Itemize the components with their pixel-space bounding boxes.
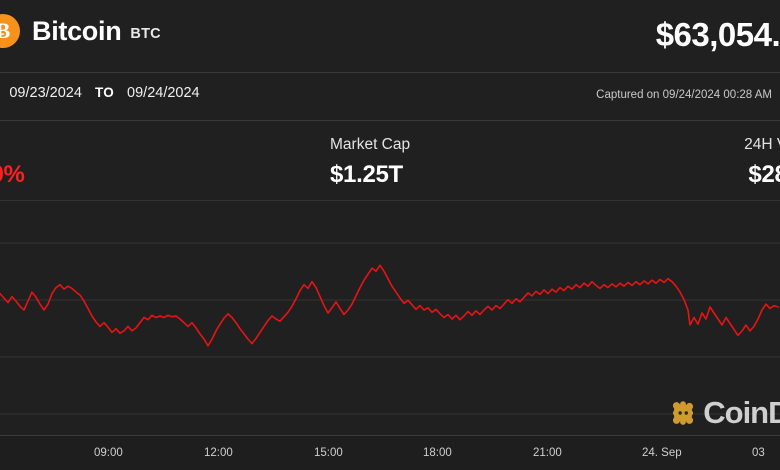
from-date: 09/23/2024 [9, 85, 82, 101]
x-axis-tick-label: 12:00 [204, 447, 233, 459]
bitcoin-logo-icon: Ƀ [0, 14, 20, 48]
stats-row: H 1.50% Market Cap $1.25T 24H Volum $28.… [0, 120, 780, 200]
stat-24h-volume: 24H Volum $28.25 [744, 136, 780, 189]
stat-label: H [0, 136, 25, 154]
stat-market-cap: Market Cap $1.25T [330, 136, 410, 189]
x-axis-tick-label: 15:00 [314, 447, 343, 459]
x-axis-tick-label: 24. Sep [642, 447, 682, 459]
current-price: $63,054.9 [655, 16, 780, 53]
coin-name: Bitcoin [32, 15, 122, 46]
x-axis-tick-label: 09:00 [94, 447, 123, 459]
bitcoin-symbol-glyph: Ƀ [0, 18, 11, 43]
date-row-divider [0, 120, 780, 121]
coindesk-logo-icon [673, 401, 694, 425]
x-axis-tick-label: 18:00 [423, 447, 452, 459]
price-line-chart-svg [0, 242, 780, 415]
coin-identity: Ƀ Bitcoin BTC [0, 14, 161, 48]
stat-value: 1.50% [0, 161, 25, 188]
stat-label: 24H Volum [744, 136, 780, 153]
coindesk-wordmark: CoinDes [703, 395, 780, 430]
to-date: 09/24/2024 [127, 85, 200, 101]
date-range-row: OM 09/23/2024 TO 09/24/2024 Captured on … [0, 72, 780, 120]
stat-value: $1.25T [330, 161, 403, 188]
stat-24h-change: H 1.50% [0, 136, 25, 189]
stat-value: $28.25 [748, 161, 780, 188]
x-axis-tick-label: 03 [752, 447, 765, 459]
coin-ticker: BTC [130, 26, 161, 42]
to-label: TO [94, 85, 115, 100]
x-axis-tick-label: 21:00 [533, 447, 562, 459]
stats-row-divider [0, 200, 780, 201]
card-header: Ƀ Bitcoin BTC $63,054.9 [0, 0, 780, 72]
date-range: OM 09/23/2024 TO 09/24/2024 [0, 85, 213, 101]
header-divider [0, 72, 780, 73]
coindesk-watermark: CoinDes [670, 395, 780, 431]
captured-timestamp: Captured on 09/24/2024 00:28 AM [596, 89, 772, 101]
stat-label: Market Cap [330, 136, 411, 153]
price-line [0, 265, 778, 346]
price-chart: CoinDes [0, 201, 780, 435]
